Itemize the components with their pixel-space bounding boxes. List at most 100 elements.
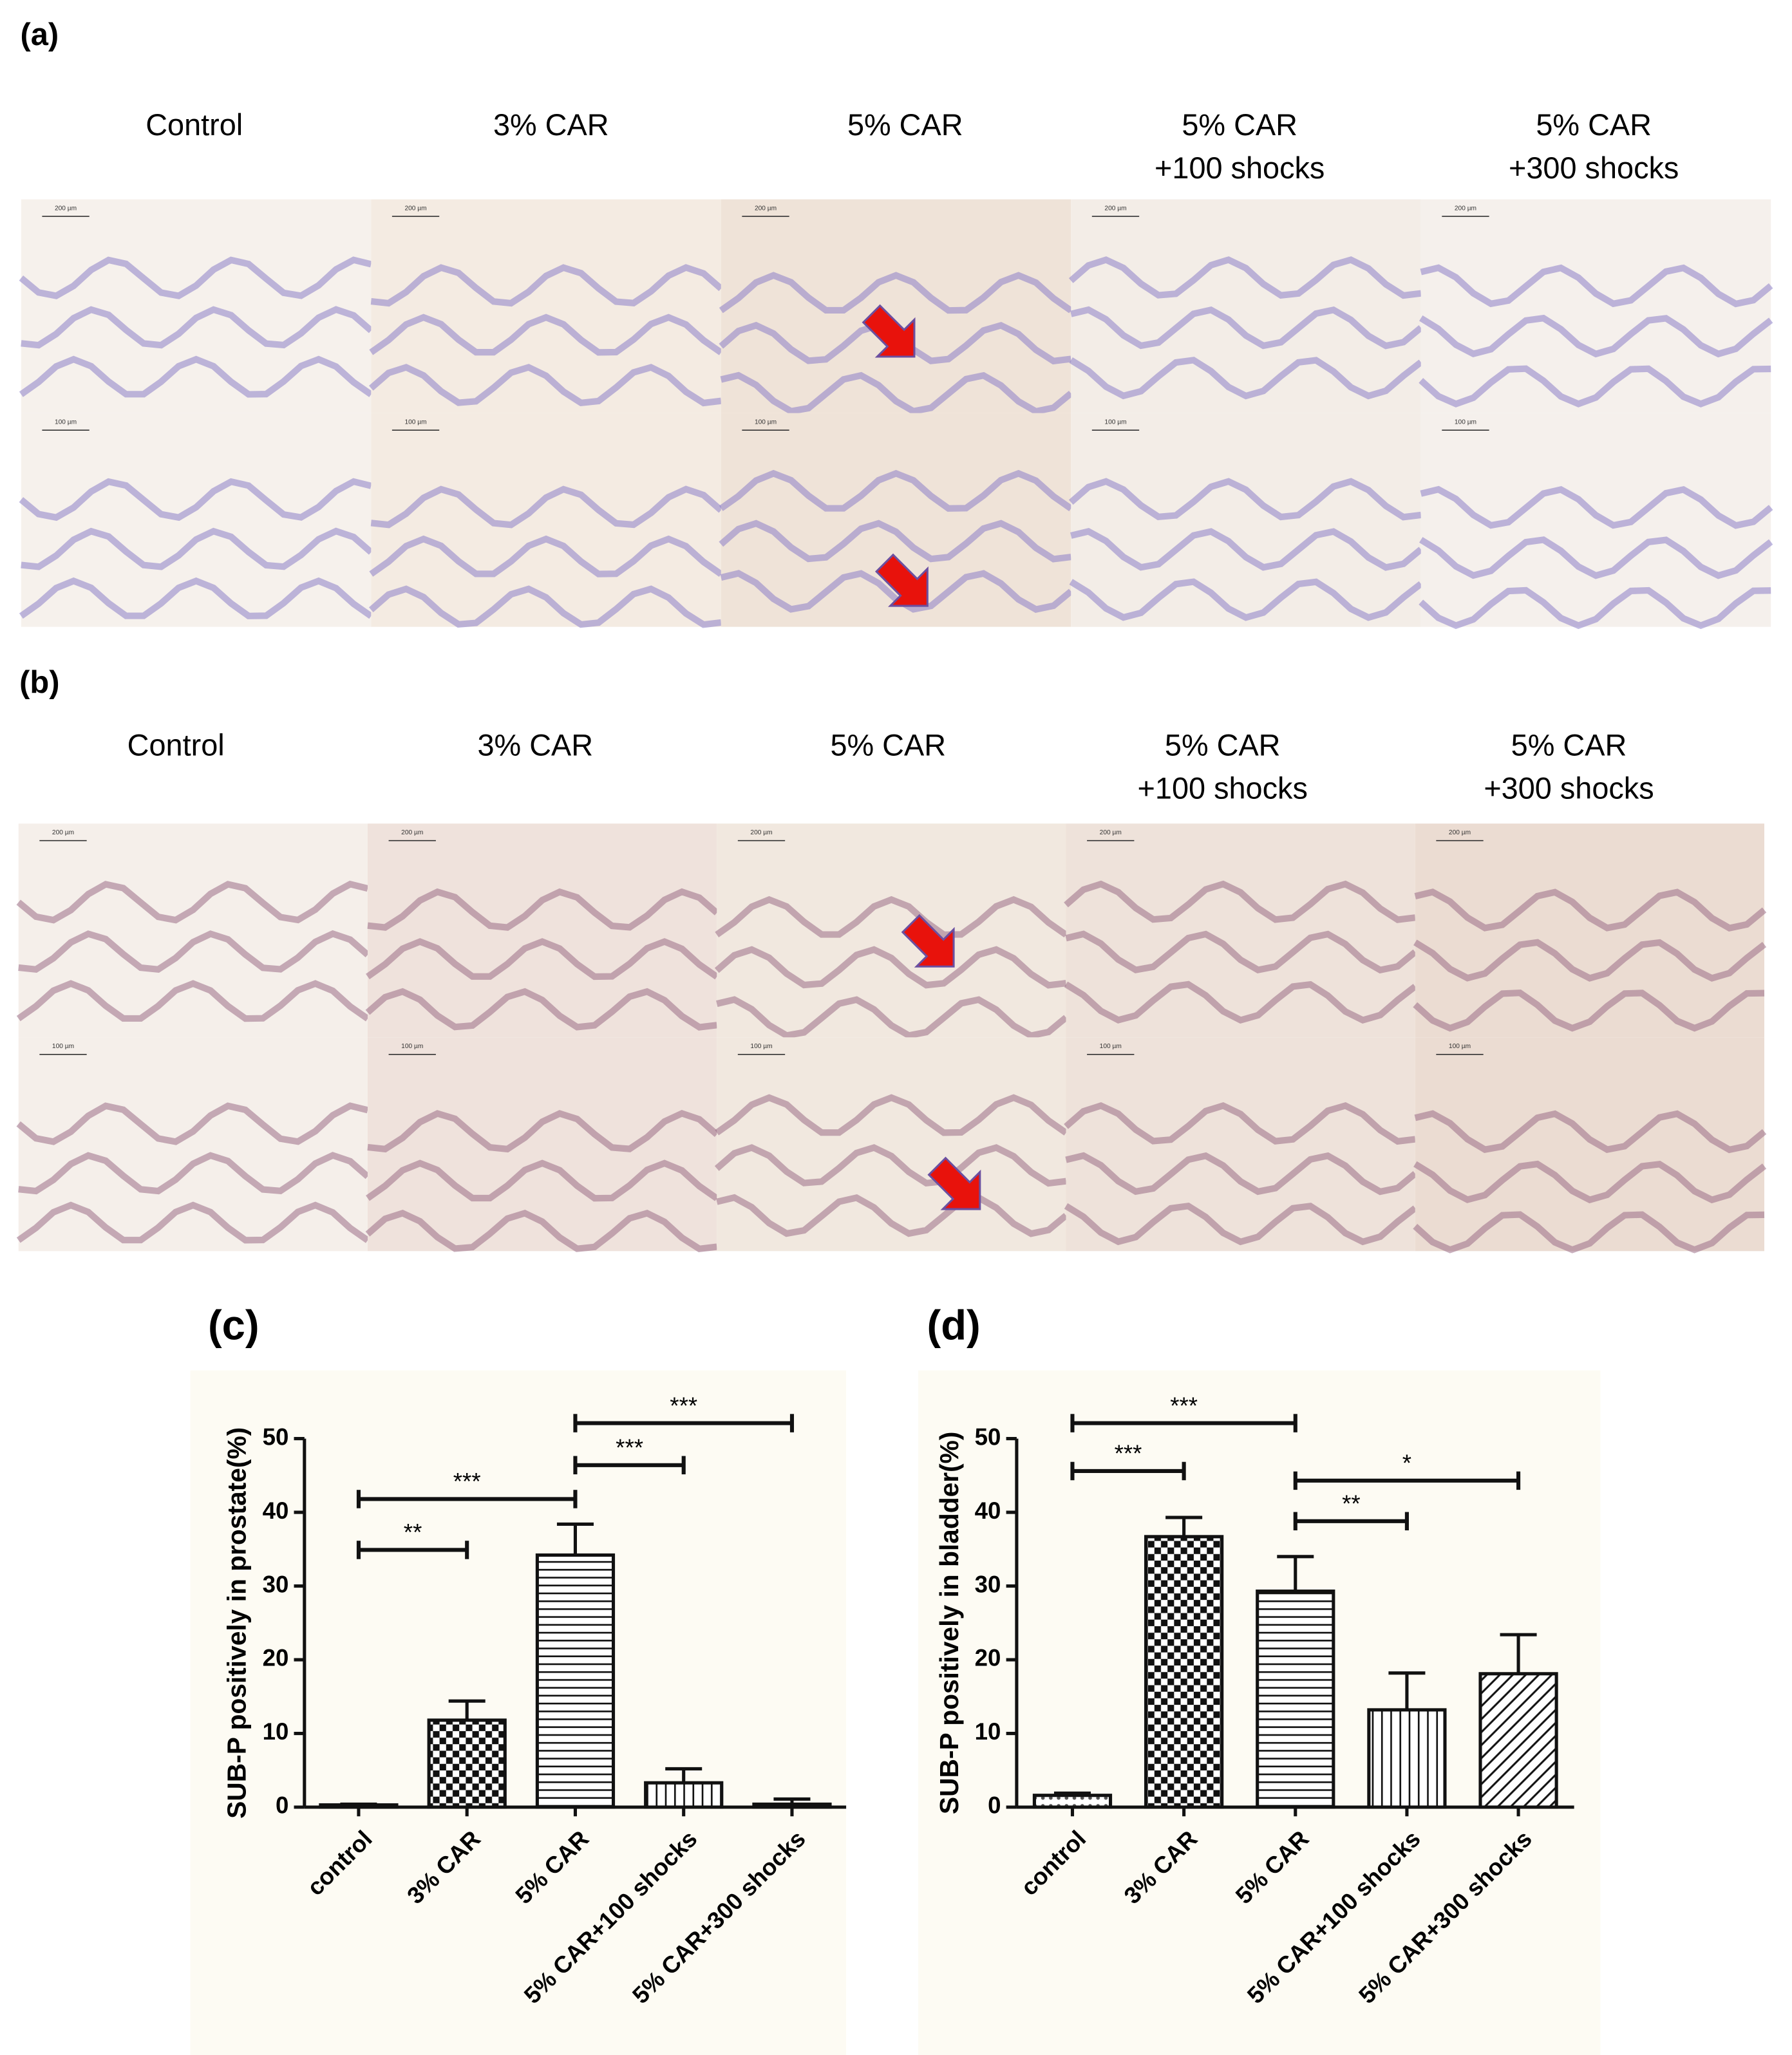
y-tick-label: 10 [975,1718,1001,1745]
tissue-fold [1064,1202,1417,1246]
tissue-fold [1413,939,1767,982]
micrograph [1071,413,1421,627]
tissue-fold [1413,990,1765,1032]
tissue-fold [719,520,1071,563]
micrograph [367,823,717,1038]
tissue-fold [1069,357,1423,400]
y-tick-label: 0 [276,1792,288,1819]
micrograph [371,199,721,413]
scale-bar-label: 200 µm [404,205,426,212]
column-label: +300 shocks [1484,772,1654,805]
tissue-fold [1414,888,1767,932]
tissue-fold [368,364,722,407]
y-axis-label: SUB-P positively in bladder(%) [934,1432,964,1815]
tissue-fold [369,535,723,577]
bar [1367,1708,1447,1809]
scale-bar-label: 100 µm [1449,1043,1471,1050]
arrow [927,1156,981,1210]
column-label: 5% CAR [847,108,963,142]
tissue-fold [1419,586,1771,630]
tissue-fold [1070,527,1423,571]
tissue-fold [16,1102,369,1145]
tissue-fold [1064,880,1416,923]
tissue-fold [1064,981,1417,1024]
column-label: 3% CAR [478,728,594,762]
scale-bar-label: 100 µm [1455,419,1476,426]
tissue-fold [369,314,723,356]
scale-bar-label: 100 µm [404,419,426,426]
arrow [901,914,955,968]
significance-label: *** [1115,1440,1142,1467]
micrograph [1071,199,1421,413]
micrograph [21,199,372,413]
tissue-fold [365,1209,717,1253]
tissue-fold [1065,930,1417,974]
y-tick-label: 30 [263,1571,289,1597]
tissue-fold [715,1094,1068,1136]
tissue-fold [370,485,724,529]
y-tick-label: 30 [975,1571,1001,1597]
y-tick-label: 40 [975,1497,1001,1524]
y-tick-label: 40 [263,1497,289,1524]
column-label: +300 shocks [1509,151,1679,185]
bar [1144,1535,1224,1809]
bar [535,1553,616,1809]
tissue-fold [716,1194,1068,1237]
bar [427,1718,507,1809]
significance-label: *** [616,1434,643,1461]
panel-label: (a) [20,17,59,52]
panel-label: (b) [19,665,59,700]
column-label: Control [127,728,225,762]
significance-label: ** [1342,1490,1361,1517]
tissue-fold [19,355,373,398]
scale-bar-label: 100 µm [52,1043,74,1050]
scale-bar-label: 100 µm [1104,419,1126,426]
bar [1256,1590,1335,1809]
y-tick-label: 50 [263,1423,289,1450]
micrograph [18,1037,368,1252]
y-tick-label: 20 [263,1645,289,1671]
column-label: +100 shocks [1138,772,1308,805]
tissue-fold [1068,256,1422,299]
significance-label: *** [453,1469,481,1495]
column-label: 3% CAR [493,108,609,142]
scale-bar-label: 200 µm [1104,205,1126,212]
scale-bar-label: 200 µm [52,829,74,836]
scale-bar-label: 200 µm [755,205,777,212]
micrograph [1066,1037,1415,1252]
tissue-fold [19,577,373,619]
micrograph [21,413,372,627]
tissue-fold [367,1109,719,1153]
significance-label: * [1402,1450,1411,1476]
y-axis-label: SUB-P positively in prostate(%) [222,1427,252,1819]
scale-bar-label: 200 µm [1455,205,1476,212]
tissue-fold [715,896,1068,938]
y-tick-label: 20 [975,1645,1001,1671]
tissue-fold [19,256,372,299]
tissue-fold [1413,1160,1767,1204]
scale-bar-label: 100 µm [401,1043,423,1050]
tissue-fold [1065,1152,1417,1196]
tissue-fold [1419,314,1773,358]
scale-bar-label: 100 µm [55,419,77,426]
bar [1478,1672,1558,1809]
column-label: 5% CAR [1165,728,1281,762]
micrograph [1415,823,1765,1038]
tissue-fold [18,1152,370,1195]
scale-bar-label: 200 µm [750,829,772,836]
y-tick-label: 50 [975,1423,1001,1450]
scale-bar-label: 200 µm [1449,829,1471,836]
bar [752,1802,832,1809]
tissue-fold [719,469,1073,512]
tissue-fold [1419,365,1771,408]
tissue-fold [365,988,717,1031]
tissue-fold [370,264,724,307]
micrograph [721,199,1071,413]
tissue-fold [18,930,370,973]
tissue-fold [1069,578,1423,621]
tissue-fold [16,880,369,924]
scale-bar-label: 200 µm [1100,829,1122,836]
tissue-fold [368,585,722,628]
tissue-fold [1064,1102,1416,1145]
tissue-fold [1420,485,1773,529]
